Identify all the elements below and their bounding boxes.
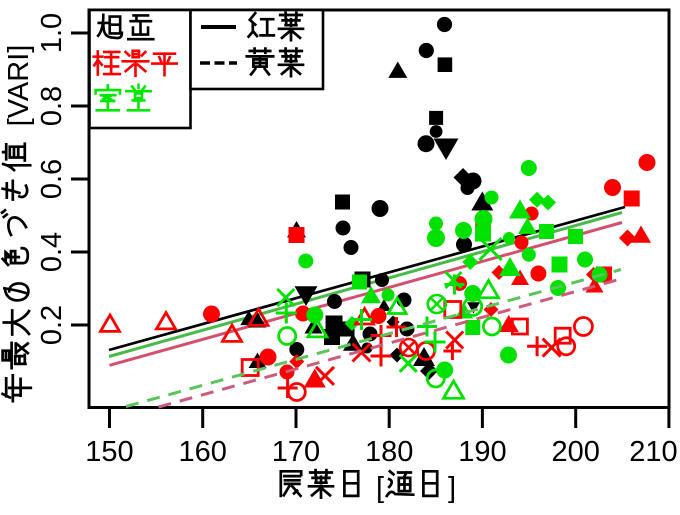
svg-text:160: 160: [179, 436, 227, 468]
svg-text:180: 180: [365, 436, 413, 468]
svg-text:0.4: 0.4: [36, 232, 68, 272]
svg-text:1.0: 1.0: [36, 13, 68, 53]
svg-text:0.6: 0.6: [36, 159, 68, 199]
svg-text:170: 170: [272, 436, 320, 468]
svg-text:150: 150: [85, 436, 133, 468]
svg-text:190: 190: [458, 436, 506, 468]
svg-text:0.8: 0.8: [36, 86, 68, 126]
svg-text:210: 210: [629, 436, 677, 468]
svg-text:[VARI]: [VARI]: [3, 45, 35, 127]
svg-text:[: [: [376, 472, 384, 504]
svg-text:0.2: 0.2: [36, 305, 68, 345]
svg-text:]: ]: [448, 472, 456, 504]
svg-text:200: 200: [552, 436, 600, 468]
